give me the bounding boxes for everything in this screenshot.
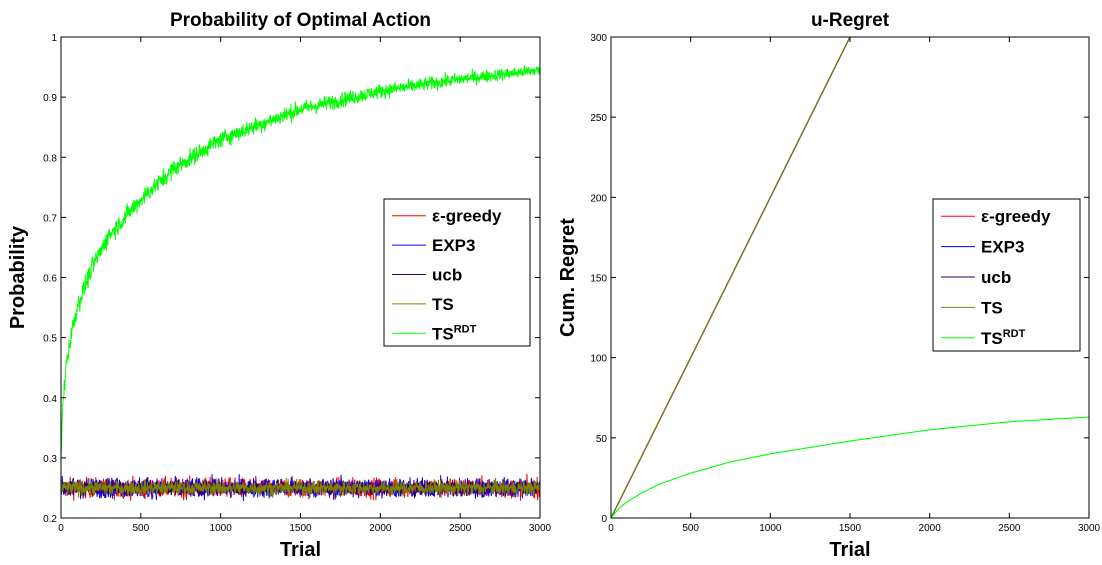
series-group xyxy=(61,65,540,502)
x-tick-label: 1000 xyxy=(210,523,233,534)
y-tick-label: 0.5 xyxy=(43,334,57,345)
x-tick-label: 0 xyxy=(608,523,614,534)
x-tick-label: 3000 xyxy=(1078,523,1101,534)
y-tick-label: 50 xyxy=(596,434,608,445)
y-tick-label: 0.6 xyxy=(43,274,57,285)
legend-box xyxy=(383,198,531,347)
x-tick-label: 500 xyxy=(132,523,149,534)
x-tick-label: 1000 xyxy=(759,523,782,534)
legend-entry: TS xyxy=(432,295,454,314)
chart-1: 0 500 1000 1500 2000 2500 3000 0.2 0.3 0.4 0.5 0.6 0… xyxy=(7,10,552,561)
y-tick-label: 100 xyxy=(590,354,607,365)
y-tick-label: 250 xyxy=(590,113,607,124)
x-tick-label: 1500 xyxy=(289,523,312,534)
legend-entry: ε-greedy xyxy=(981,207,1051,226)
chart-title: Probability of Optimal Action xyxy=(170,10,431,31)
legend-entry: EXP3 xyxy=(981,238,1024,257)
series-line-5 xyxy=(611,416,1089,518)
x-tick-label: 500 xyxy=(682,523,699,534)
y-tick-label: 1 xyxy=(51,33,57,44)
series-line-4 xyxy=(611,37,851,518)
y-tick-label: 0.7 xyxy=(43,213,57,224)
y-tick-label: 300 xyxy=(590,33,607,44)
x-axis-label: Trial xyxy=(280,539,321,560)
chart-2: 0 500 1000 1500 2000 2500 3000 0 50 100 150 200 250 3… xyxy=(557,10,1101,561)
x-tick-label: 2500 xyxy=(449,523,472,534)
y-tick-label: 0.9 xyxy=(43,93,57,104)
series-line-4 xyxy=(61,477,540,498)
y-axis-label: Cum. Regret xyxy=(557,218,579,337)
x-tick-label: 3000 xyxy=(529,523,552,534)
x-tick-label: 2500 xyxy=(998,523,1021,534)
x-tick-label: 2000 xyxy=(919,523,942,534)
y-axis-label: Probability xyxy=(7,225,29,329)
legend-entry: ε-greedy xyxy=(432,207,502,226)
series-group xyxy=(611,37,1089,518)
series-line-5 xyxy=(61,65,540,458)
y-tick-label: 0.2 xyxy=(43,514,57,525)
x-axis-label: Trial xyxy=(829,539,870,560)
x-tick-label: 2000 xyxy=(369,523,392,534)
x-tick-label: 1500 xyxy=(839,523,862,534)
x-tick-label: 0 xyxy=(58,523,64,534)
legend: ε-greedy EXP3 ucb TS TSRDT xyxy=(932,198,1081,352)
legend-entry: TS xyxy=(981,298,1003,317)
y-tick-label: 200 xyxy=(590,193,607,204)
y-tick-label: 0.8 xyxy=(43,153,57,164)
legend-entry: ucb xyxy=(981,268,1011,287)
chart-title: u-Regret xyxy=(811,10,890,31)
y-tick-label: 0.3 xyxy=(43,454,57,465)
legend: ε-greedy EXP3 ucb TS TSRDT xyxy=(383,198,531,347)
y-tick-label: 0 xyxy=(601,514,607,525)
legend-entry: ucb xyxy=(432,266,462,285)
y-tick-label: 150 xyxy=(590,274,607,285)
legend-entry: EXP3 xyxy=(432,236,475,255)
y-tick-label: 0.4 xyxy=(43,394,57,405)
legend-entry: TSRDT xyxy=(981,328,1026,348)
legend-entry: TSRDT xyxy=(432,323,477,343)
legend-box xyxy=(932,198,1081,352)
